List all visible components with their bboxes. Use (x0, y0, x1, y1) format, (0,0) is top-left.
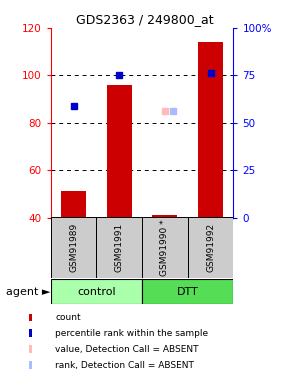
Bar (188, 217, 233, 278)
Bar (29, 314, 32, 321)
Bar (107, 85, 132, 218)
Bar (51, 279, 142, 304)
Text: value, Detection Call = ABSENT: value, Detection Call = ABSENT (55, 345, 199, 354)
Text: GDS2363 / 249800_at: GDS2363 / 249800_at (76, 13, 214, 26)
Text: rank, Detection Call = ABSENT: rank, Detection Call = ABSENT (55, 361, 194, 370)
Text: DTT: DTT (177, 286, 199, 297)
Text: agent ►: agent ► (6, 286, 50, 297)
Text: GSM91991: GSM91991 (115, 223, 124, 272)
Text: control: control (77, 286, 116, 297)
Bar (61, 192, 86, 217)
Bar (29, 362, 32, 369)
Bar (51, 217, 96, 278)
Text: percentile rank within the sample: percentile rank within the sample (55, 329, 208, 338)
Bar (152, 215, 177, 217)
Bar (96, 217, 142, 278)
Bar (29, 345, 32, 353)
Text: GSM91989: GSM91989 (69, 223, 78, 272)
Bar (29, 330, 32, 337)
Bar (198, 42, 223, 218)
Bar (142, 279, 233, 304)
Text: count: count (55, 313, 81, 322)
Text: GSM91990 *: GSM91990 * (160, 219, 169, 276)
Bar (142, 217, 188, 278)
Text: GSM91992: GSM91992 (206, 223, 215, 272)
